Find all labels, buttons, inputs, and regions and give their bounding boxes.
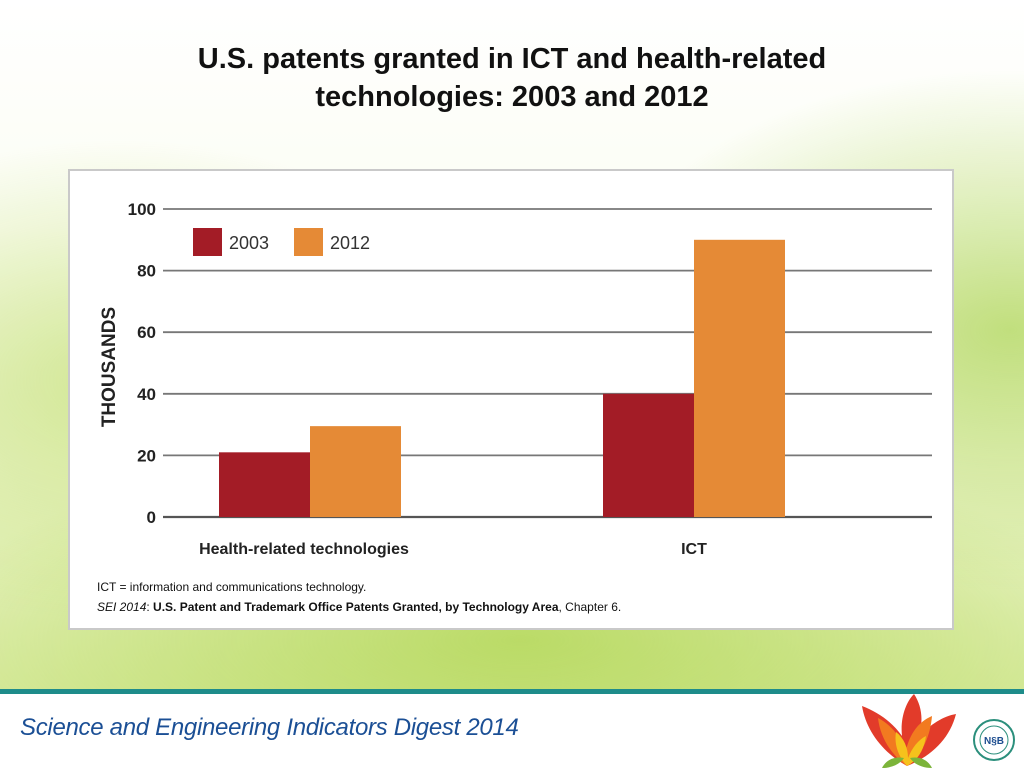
y-tick-label: 80 bbox=[137, 262, 156, 281]
bar-chart: 0 20 40 60 80 100 THOUSANDS Health-related tech… bbox=[99, 200, 932, 558]
bar bbox=[219, 452, 310, 517]
legend-label: 2003 bbox=[229, 233, 269, 253]
slide-title: U.S. patents granted in ICT and health-r… bbox=[120, 40, 904, 116]
y-axis-title: THOUSANDS bbox=[99, 307, 120, 427]
y-tick-label: 60 bbox=[137, 323, 156, 342]
source-title: U.S. Patent and Trademark Office Patents… bbox=[153, 600, 559, 614]
y-tick-label: 20 bbox=[137, 446, 156, 465]
slide-title-line-2: technologies: 2003 and 2012 bbox=[315, 81, 709, 113]
chart-panel: 0 20 40 60 80 100 THOUSANDS Health-related tech… bbox=[68, 169, 954, 630]
source-prefix: SEI 2014 bbox=[97, 600, 147, 614]
bar bbox=[603, 393, 694, 517]
source-separator: : bbox=[146, 600, 154, 614]
flower-logo bbox=[862, 694, 956, 768]
y-tick-label: 40 bbox=[137, 385, 156, 404]
legend-swatch bbox=[193, 228, 222, 256]
slide-title-line-1: U.S. patents granted in ICT and health-r… bbox=[197, 43, 827, 75]
source-note: SEI 2014: U.S. Patent and Trademark Offi… bbox=[97, 600, 621, 614]
bar bbox=[310, 426, 401, 517]
source-suffix: , Chapter 6. bbox=[558, 600, 622, 614]
definition-note: ICT = information and communications tec… bbox=[97, 580, 367, 594]
seal-text: N§B bbox=[984, 736, 1004, 747]
nsf-seal-logo: N§B bbox=[973, 719, 1015, 761]
y-tick-label: 100 bbox=[128, 200, 156, 219]
legend-swatch bbox=[294, 228, 323, 256]
legend-label: 2012 bbox=[330, 233, 370, 253]
category-label: ICT bbox=[681, 541, 707, 558]
bar bbox=[694, 239, 785, 518]
category-label: Health-related technologies bbox=[199, 541, 409, 558]
footer-bar: Science and Engineering Indicators Diges… bbox=[0, 689, 1024, 773]
footer-title: Science and Engineering Indicators Diges… bbox=[20, 714, 519, 741]
y-tick-label: 0 bbox=[147, 508, 156, 527]
